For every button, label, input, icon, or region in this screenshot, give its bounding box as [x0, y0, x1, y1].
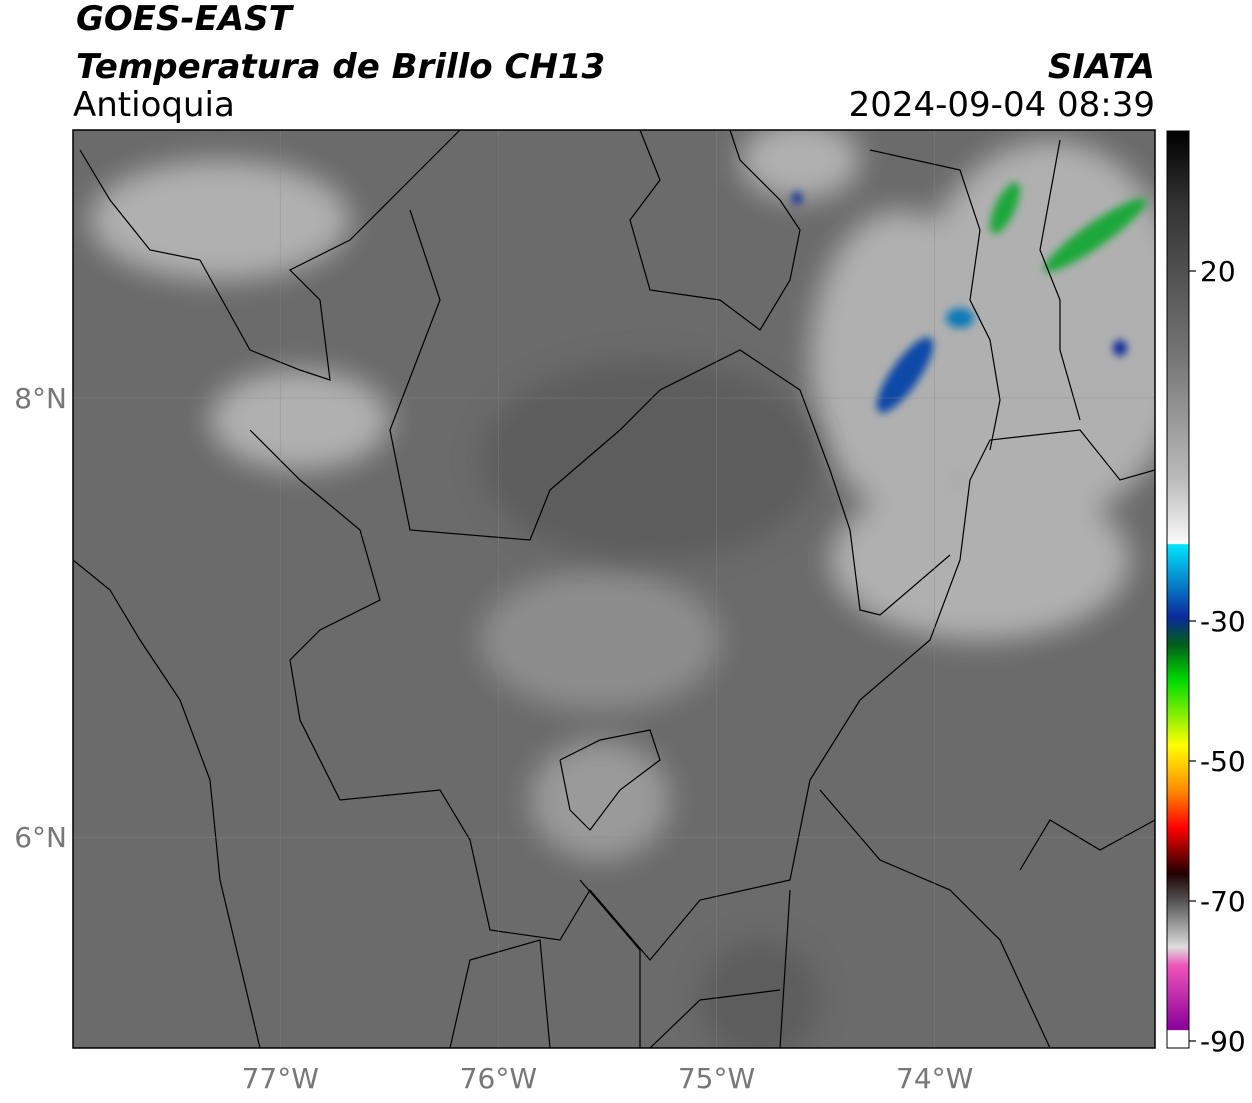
x-tick-label: 77°W — [242, 1062, 319, 1095]
title: GOES-EAST — [76, 0, 295, 39]
x-tick-label: 74°W — [896, 1062, 973, 1095]
map-frame — [72, 129, 1156, 1049]
boundaries — [73, 130, 1155, 1048]
region: Antioquia — [73, 85, 235, 125]
colorbar-tick-label: -30 — [1200, 605, 1246, 638]
colorbar-tick-label: 20 — [1200, 255, 1236, 288]
grid — [73, 130, 1155, 1048]
datetime: 2024-09-04 08:39 — [849, 85, 1155, 125]
x-tick-label: 75°W — [678, 1062, 755, 1095]
colorbar-tick-label: -70 — [1200, 885, 1246, 918]
x-tick-label: 76°W — [460, 1062, 537, 1095]
source: SIATA — [1048, 47, 1155, 87]
colorbar — [1166, 130, 1190, 1049]
y-tick-label: 6°N — [14, 821, 67, 854]
y-tick-label: 8°N — [14, 382, 67, 415]
subtitle: Temperatura de Brillo CH13 — [76, 47, 605, 87]
colorbar-tick-label: -90 — [1200, 1025, 1246, 1058]
satellite-image — [73, 130, 1155, 1048]
colorbar-tick-label: -50 — [1200, 745, 1246, 778]
